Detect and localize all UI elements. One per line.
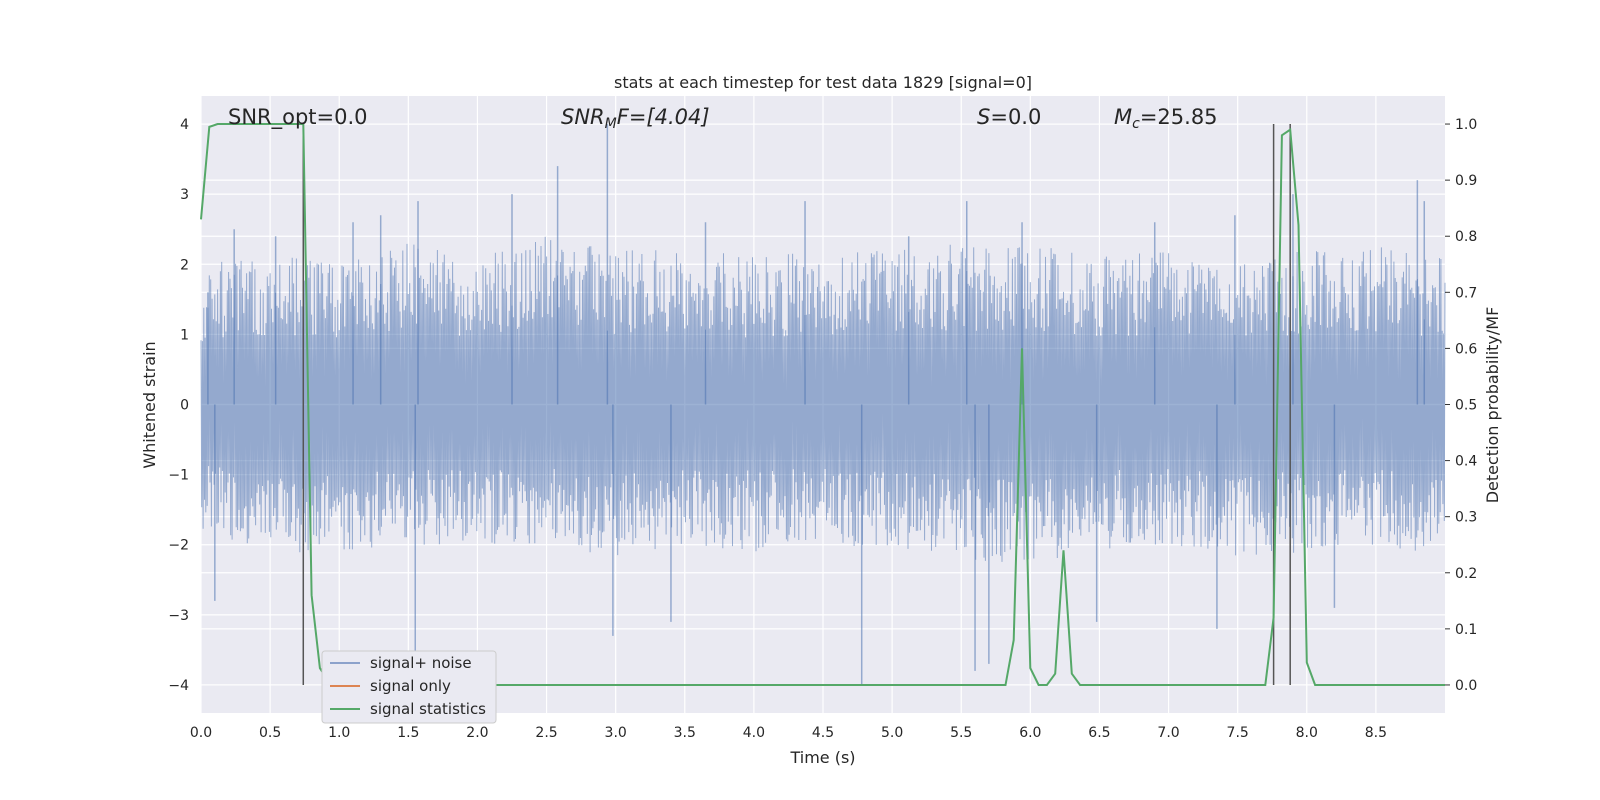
y-left-tick-label: 3	[180, 187, 189, 203]
y-axis-label-right: Detection probability/MF	[1483, 307, 1502, 504]
y-right-tick-label: 0.8	[1455, 229, 1477, 245]
annotation-mc: Mc=25.85	[1114, 105, 1218, 132]
y-left-tick-label: 1	[180, 327, 189, 343]
x-tick-label: 6.5	[1088, 725, 1110, 741]
x-tick-label: 2.0	[466, 725, 488, 741]
chart-title: stats at each timestep for test data 182…	[614, 73, 1032, 92]
legend-label-signal-statistics: signal statistics	[370, 700, 486, 718]
y-left-tick-label: 2	[180, 257, 189, 273]
y-right-tick-label: 0.2	[1455, 566, 1477, 582]
x-tick-label: 4.5	[812, 725, 834, 741]
x-axis-label: Time (s)	[789, 748, 855, 767]
y-right-tick-label: 0.0	[1455, 678, 1477, 694]
y-right-tick-label: 0.3	[1455, 510, 1477, 526]
x-tick-label: 0.5	[259, 725, 281, 741]
annotation-snr-opt: SNR_opt=0.0	[228, 105, 368, 130]
legend: signal+ noise signal only signal statist…	[321, 650, 497, 724]
snr-mf-sub: M	[605, 116, 617, 132]
x-tick-label: 5.5	[950, 725, 972, 741]
x-tick-label: 0.0	[190, 725, 212, 741]
y-left-tick-label: −3	[168, 608, 189, 624]
y-left-tick-label: −4	[168, 678, 189, 694]
x-tick-label: 3.0	[605, 725, 627, 741]
x-tick-label: 2.5	[535, 725, 557, 741]
y-right-tick-label: 0.4	[1455, 454, 1477, 470]
y-left-tick-label: −2	[168, 538, 189, 554]
s-label: S	[977, 105, 990, 129]
x-tick-label: 3.5	[674, 725, 696, 741]
y-left-tick-label: 4	[180, 117, 189, 133]
legend-label-signal-only: signal only	[370, 677, 451, 695]
x-tick-label: 5.0	[881, 725, 903, 741]
y-axis-label-left: Whitened strain	[140, 341, 159, 468]
annotation-s: S=0.0	[977, 105, 1041, 129]
snr-mf-label: SNR	[561, 105, 605, 129]
y-right-tick-label: 0.5	[1455, 398, 1477, 414]
y-left-tick-label: 0	[180, 398, 189, 414]
y-right-tick-label: 1.0	[1455, 117, 1477, 133]
mc-value: =25.85	[1140, 105, 1218, 129]
mc-label: M	[1114, 105, 1132, 129]
s-value: =0.0	[990, 105, 1041, 129]
y-right-tick-label: 0.1	[1455, 622, 1477, 638]
signal-noise-line	[200, 236, 1446, 562]
signal-statistics-trace	[200, 123, 1445, 686]
x-tick-label: 8.0	[1296, 725, 1318, 741]
x-tick-label: 7.0	[1157, 725, 1179, 741]
y-right-tick-label: 0.7	[1455, 285, 1477, 301]
signal-statistics-line	[200, 123, 1445, 686]
x-tick-label: 4.0	[743, 725, 765, 741]
mc-sub: c	[1132, 116, 1140, 132]
snr-mf-rest: F=[4.04]	[617, 105, 710, 129]
legend-box	[321, 650, 497, 724]
x-tick-label: 1.5	[397, 725, 419, 741]
y-left-tick-label: −1	[168, 468, 189, 484]
y-right-tick-label: 0.9	[1455, 173, 1477, 189]
signal-noise-trace	[200, 124, 1446, 685]
annotation-snr-mf: SNRMF=[4.04]	[561, 105, 710, 132]
y-right-tick-label: 0.6	[1455, 341, 1477, 357]
x-tick-label: 6.0	[1019, 725, 1041, 741]
x-tick-label: 7.5	[1227, 725, 1249, 741]
axis-ticks: 0.0 0.5 1.0 1.5 2.0 2.5 3.0 3.5 4.0 4.5 5.0 5.5 6.0 6…	[168, 117, 1477, 741]
legend-label-signal-noise: signal+ noise	[370, 654, 472, 672]
x-tick-label: 8.5	[1365, 725, 1387, 741]
x-tick-label: 1.0	[328, 725, 350, 741]
